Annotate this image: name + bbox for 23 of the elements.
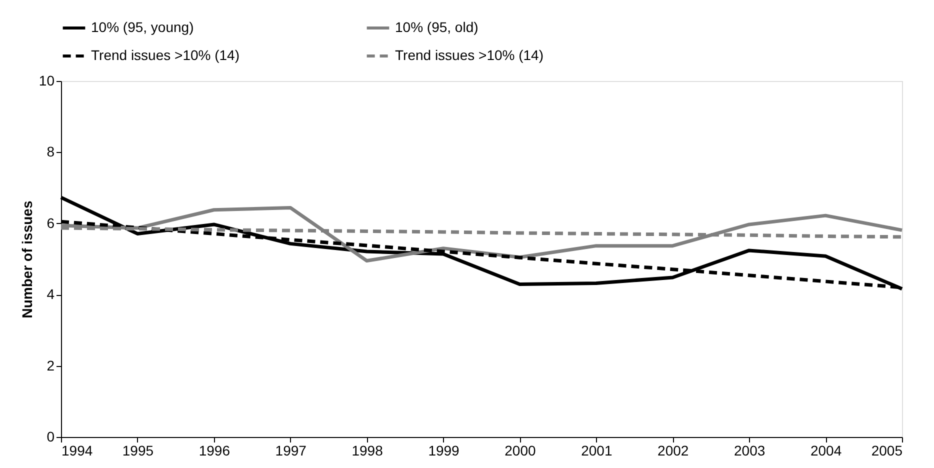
x-tick-label: 1998 bbox=[352, 442, 384, 458]
x-tick-label: 1996 bbox=[198, 442, 230, 458]
x-tick-label: 2004 bbox=[810, 442, 842, 458]
x-tick-label: 1999 bbox=[428, 442, 460, 458]
y-tick-label: 2 bbox=[46, 357, 55, 374]
legend-label: Trend issues >10% (14) bbox=[395, 47, 544, 63]
y-tick-label: 6 bbox=[46, 214, 55, 231]
legend-label: 10% (95, old) bbox=[395, 19, 478, 35]
x-tick-label: 1997 bbox=[275, 442, 307, 458]
x-tick-label: 2001 bbox=[581, 442, 612, 458]
x-tick-label: 2002 bbox=[658, 442, 689, 458]
x-tick-label: 1995 bbox=[122, 442, 154, 458]
legend-label: 10% (95, young) bbox=[91, 19, 194, 35]
y-tick-label: 8 bbox=[46, 144, 55, 160]
y-tick-label: 4 bbox=[46, 286, 55, 302]
x-tick-label: 2003 bbox=[734, 442, 766, 458]
y-tick-label: 10 bbox=[38, 72, 55, 88]
x-tick-label: 2005 bbox=[871, 442, 903, 458]
y-axis-title: Number of issues bbox=[18, 200, 35, 318]
legend-label: Trend issues >10% (14) bbox=[91, 47, 240, 63]
x-tick-label: 1994 bbox=[62, 442, 93, 458]
y-tick-label: 0 bbox=[46, 428, 55, 444]
x-tick-label: 2000 bbox=[504, 442, 536, 458]
